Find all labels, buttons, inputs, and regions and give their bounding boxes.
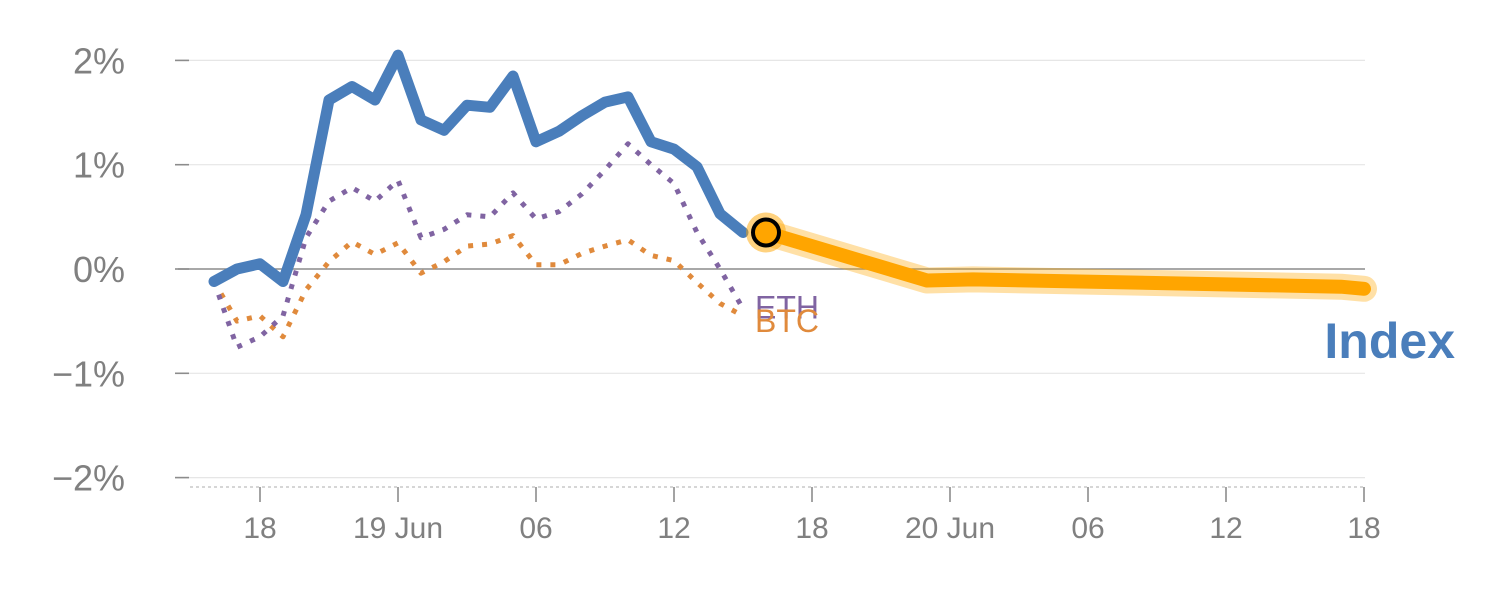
y-tick-label: −2% <box>52 458 125 499</box>
x-tick-label: 18 <box>795 512 828 545</box>
x-tick-label: 18 <box>243 512 276 545</box>
x-tick-label: 12 <box>657 512 690 545</box>
current-point-marker <box>751 217 781 248</box>
series-line-btc <box>211 233 745 340</box>
y-tick-label: −1% <box>52 353 125 394</box>
x-tick-label: 12 <box>1209 512 1242 545</box>
y-tick-label: 2% <box>73 40 125 81</box>
y-tick-label: 0% <box>73 249 125 290</box>
series-layer <box>208 49 1377 350</box>
y-tick-label: 1% <box>73 145 125 186</box>
x-tick-label: 20 Jun <box>905 512 995 545</box>
series-label-index: Index <box>1324 313 1455 369</box>
grid-layer <box>178 59 1365 479</box>
series-line-index <box>208 49 749 287</box>
x-tick-label: 19 Jun <box>353 512 443 545</box>
series-label-eth: ETH <box>755 290 819 326</box>
x-tick-label: 06 <box>1071 512 1104 545</box>
x-tick-label: 06 <box>519 512 552 545</box>
axis-layer: 2% 1% 0% −1% −2% 18 19 Jun 06 12 18 20 Jun 06 12 18 <box>52 40 1381 545</box>
label-layer: ETH BTC Index <box>755 290 1455 369</box>
series-label-btc: BTC <box>755 303 819 339</box>
x-tick-label: 18 <box>1347 512 1380 545</box>
forecast-line <box>759 225 1371 296</box>
